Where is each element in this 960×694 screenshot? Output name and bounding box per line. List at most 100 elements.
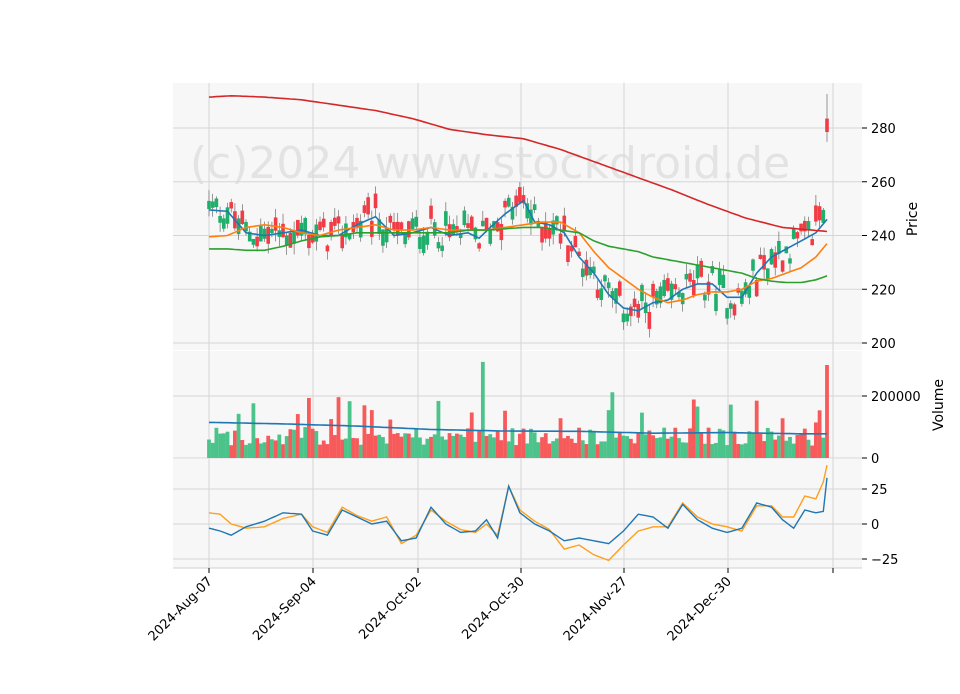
volume-bar — [588, 429, 593, 458]
volume-bar — [351, 437, 356, 458]
volume-bar — [332, 435, 337, 458]
candle-body — [654, 290, 659, 305]
volume-bar — [721, 430, 726, 458]
candle-body — [421, 235, 426, 253]
candle-body — [706, 281, 711, 295]
candle-body — [603, 275, 607, 282]
volume-bar — [810, 445, 815, 458]
candle-body — [529, 209, 533, 225]
volume-bar — [806, 439, 811, 458]
volume-bar — [728, 404, 733, 458]
candle-body — [240, 210, 245, 225]
candle-body — [788, 258, 792, 264]
x-tick-label: 2024-Sep-04 — [250, 574, 320, 644]
volume-bar — [270, 439, 274, 458]
candle-body — [469, 216, 474, 230]
candle-body — [680, 293, 685, 305]
volume-bar — [492, 437, 496, 458]
candle-body — [588, 266, 592, 276]
volume-bar — [477, 430, 482, 458]
volume-bar — [392, 433, 396, 458]
candle-body — [577, 251, 581, 257]
x-tick-label: 2024-Aug-07 — [146, 574, 216, 644]
volume-bar — [480, 361, 485, 458]
moving-average-line — [208, 221, 828, 304]
candle-body — [255, 236, 259, 247]
candle-body — [210, 201, 215, 208]
candle-body — [673, 284, 678, 290]
volume-bar — [347, 401, 352, 458]
volume-bar — [780, 418, 785, 458]
candle-body — [218, 215, 222, 223]
volume-bar — [614, 437, 618, 458]
candle-body — [743, 282, 748, 295]
volume-bar — [751, 433, 755, 458]
candle-body — [810, 239, 814, 246]
volume-bar — [791, 443, 796, 458]
volume-bar — [747, 431, 752, 458]
candle-body — [573, 236, 578, 248]
candle-body — [281, 223, 285, 238]
volume-bar — [258, 443, 263, 458]
candle-body — [521, 195, 526, 204]
volume-bar — [410, 437, 415, 458]
volume-bar — [495, 431, 500, 458]
candle-body — [488, 230, 493, 244]
volume-bar — [247, 443, 252, 458]
volume-bar — [525, 443, 530, 458]
volume-bar — [802, 428, 807, 458]
candle-body — [777, 241, 781, 254]
candle-body — [625, 313, 629, 322]
volume-bar — [580, 440, 585, 458]
candle-body — [651, 283, 655, 297]
volume-tick-label: 0 — [871, 452, 879, 467]
volume-bar — [754, 400, 759, 458]
volume-bar — [344, 438, 348, 458]
volume-bar — [788, 436, 792, 458]
candle-body — [444, 211, 448, 226]
volume-bar — [702, 443, 707, 458]
volume-bar — [606, 410, 611, 458]
volume-bar — [432, 434, 437, 458]
candle-body — [584, 259, 589, 276]
candle-body — [484, 217, 489, 231]
candle-body — [481, 220, 485, 227]
volume-bar — [399, 436, 404, 458]
candle-body — [340, 234, 345, 249]
volume-bar — [462, 436, 467, 458]
volume-bar — [617, 431, 622, 458]
volume-bar — [825, 365, 829, 458]
candle-body — [247, 231, 252, 242]
candle-body — [784, 246, 789, 254]
candle-body — [695, 264, 700, 279]
volume-bar — [636, 432, 641, 458]
volume-bar — [503, 410, 507, 458]
candle-body — [418, 237, 422, 249]
volume-bar — [255, 438, 260, 458]
panel-background-1 — [173, 83, 862, 350]
candle-body — [795, 232, 800, 239]
price-tick-label: 280 — [871, 122, 896, 137]
volume-bar — [514, 445, 519, 458]
volume-bar — [673, 427, 678, 458]
volume-bar — [469, 412, 474, 458]
volume-bar — [510, 428, 515, 458]
volume-bar — [762, 441, 766, 458]
candle-body — [377, 219, 382, 234]
volume-bar — [769, 431, 774, 458]
candle-body — [714, 293, 718, 312]
oscillator-tick-label: 25 — [871, 483, 888, 498]
candle-body — [303, 217, 308, 235]
volume-bar — [732, 431, 737, 458]
volume-bar — [451, 435, 456, 458]
volume-bar — [776, 435, 781, 458]
volume-bar — [584, 444, 589, 458]
panel-background-3 — [173, 459, 862, 568]
volume-bar — [739, 444, 744, 458]
volume-bar — [736, 443, 741, 458]
volume-bar — [314, 431, 319, 458]
candle-body — [540, 227, 544, 243]
candle-body — [262, 228, 267, 239]
volume-bar — [458, 434, 463, 458]
